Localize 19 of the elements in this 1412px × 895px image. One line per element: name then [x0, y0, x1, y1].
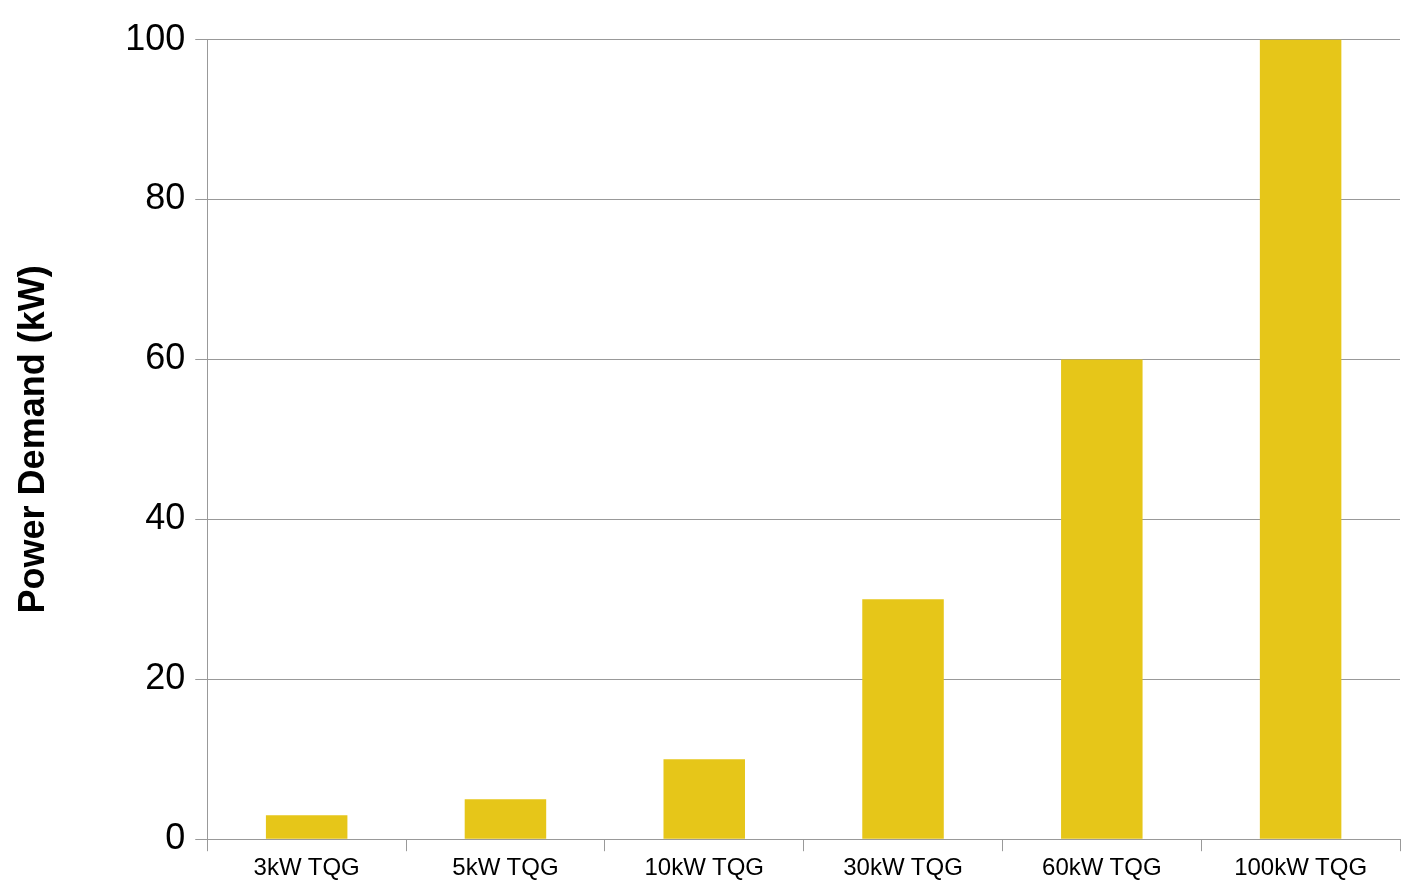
- bar: [464, 799, 547, 839]
- x-tick-label: 3kW TQG: [253, 853, 360, 881]
- x-tick-label: 30kW TQG: [843, 853, 963, 881]
- x-tick-label: 100kW TQG: [1234, 853, 1368, 881]
- bar: [1259, 39, 1342, 839]
- y-tick-label: 60: [145, 336, 186, 378]
- y-axis-title: Power Demand (kW): [10, 265, 52, 614]
- x-tick-label: 5kW TQG: [452, 853, 559, 881]
- bar: [663, 759, 745, 839]
- y-tick-label: 40: [145, 496, 186, 538]
- bar: [862, 599, 944, 839]
- x-tick-label: 60kW TQG: [1042, 853, 1162, 881]
- y-tick-label: 100: [125, 16, 186, 58]
- y-tick-label: 0: [165, 816, 186, 858]
- bar: [1061, 359, 1143, 839]
- y-tick-label: 80: [145, 176, 186, 218]
- bar: [265, 815, 348, 839]
- x-tick-label: 10kW TQG: [644, 853, 765, 881]
- y-tick-label: 20: [145, 656, 186, 698]
